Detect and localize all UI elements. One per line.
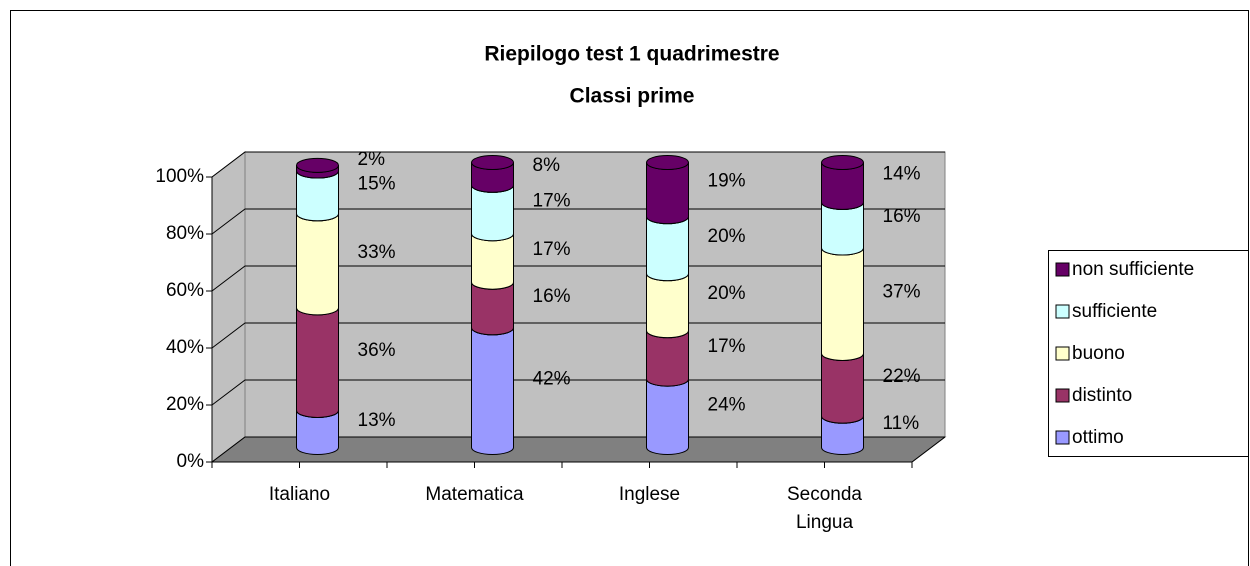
data-label: 20% bbox=[708, 283, 746, 304]
bar-segment bbox=[296, 307, 339, 418]
legend-box bbox=[1048, 250, 1249, 457]
bar-segment-top bbox=[296, 157, 339, 173]
y-tick-label: 80% bbox=[166, 223, 204, 244]
data-label: 22% bbox=[883, 366, 921, 387]
legend-label: buono bbox=[1072, 343, 1125, 364]
x-tick-label: Matematica bbox=[425, 484, 524, 505]
bar-segment bbox=[646, 330, 689, 387]
cylinder-segment bbox=[471, 155, 514, 193]
data-label: 36% bbox=[358, 340, 396, 361]
x-tick-label: Seconda Lingua bbox=[787, 484, 862, 533]
bar-segment bbox=[646, 273, 689, 339]
y-tick-label: 100% bbox=[155, 166, 204, 187]
data-label: 42% bbox=[533, 369, 571, 390]
bar-segment bbox=[646, 162, 689, 225]
data-label: 24% bbox=[708, 394, 746, 415]
grid-line bbox=[211, 265, 945, 292]
bar-segment bbox=[471, 282, 514, 336]
bar-segment-top bbox=[646, 155, 689, 170]
legend-swatch bbox=[1055, 304, 1070, 319]
legend-label: ottimo bbox=[1072, 427, 1124, 448]
data-label: 17% bbox=[533, 191, 571, 212]
data-label: 16% bbox=[533, 286, 571, 307]
data-label: 8% bbox=[533, 155, 561, 176]
bar-segment-top bbox=[821, 155, 864, 170]
chart-title: Riepilogo test 1 quadrimestre bbox=[484, 43, 779, 66]
bar-segment bbox=[821, 202, 864, 256]
legend-label: distinto bbox=[1072, 385, 1132, 406]
legend-swatch bbox=[1055, 388, 1070, 403]
y-tick-label: 60% bbox=[166, 280, 204, 301]
x-tick-label: Inglese bbox=[619, 484, 680, 505]
bar-segment bbox=[471, 327, 514, 455]
data-label: 11% bbox=[883, 413, 920, 434]
bar-segment bbox=[296, 213, 339, 316]
bar-segment bbox=[471, 185, 514, 242]
x-tick-label: Italiano bbox=[269, 484, 330, 505]
data-label: 19% bbox=[708, 171, 746, 192]
bar-segment bbox=[646, 378, 689, 455]
data-label: 17% bbox=[533, 239, 571, 260]
y-tick-label: 0% bbox=[177, 451, 205, 472]
cylinder-segment bbox=[296, 157, 339, 179]
grid-line bbox=[211, 151, 945, 178]
legend-label: sufficiente bbox=[1072, 301, 1157, 322]
data-label: 16% bbox=[883, 206, 921, 227]
grid-line bbox=[211, 208, 945, 235]
y-tick-label: 40% bbox=[166, 337, 204, 358]
cylinder-segment bbox=[471, 320, 514, 455]
cylinder-segment bbox=[821, 155, 864, 210]
legend-label: non sufficiente bbox=[1072, 259, 1194, 280]
cylinder-segment bbox=[646, 155, 689, 225]
x-tick-label-line: Lingua bbox=[796, 512, 853, 533]
bar-segment bbox=[471, 233, 514, 290]
data-label: 20% bbox=[708, 226, 746, 247]
chart-subtitle: Classi prime bbox=[570, 85, 695, 108]
grid-line bbox=[211, 436, 945, 463]
grid-line bbox=[211, 379, 945, 406]
data-label: 17% bbox=[708, 336, 746, 357]
data-label: 14% bbox=[883, 163, 921, 184]
bar-segment bbox=[821, 353, 864, 424]
legend-swatch bbox=[1055, 262, 1070, 277]
bar-segment bbox=[646, 216, 689, 282]
legend-swatch bbox=[1055, 346, 1070, 361]
data-label: 2% bbox=[358, 149, 386, 170]
side-wall bbox=[211, 150, 246, 464]
cylinder-segment bbox=[296, 206, 339, 316]
data-label: 33% bbox=[358, 242, 396, 263]
grid-line bbox=[211, 322, 945, 349]
cylinder-segment bbox=[296, 300, 339, 418]
data-label: 15% bbox=[358, 173, 396, 194]
floor-edge bbox=[911, 436, 946, 463]
x-tick-label-line: Seconda bbox=[787, 484, 862, 505]
legend-swatch bbox=[1055, 430, 1070, 445]
cylinder-segment bbox=[821, 240, 864, 361]
y-tick-label: 20% bbox=[166, 394, 204, 415]
data-label: 13% bbox=[358, 410, 396, 431]
bar-segment bbox=[821, 247, 864, 361]
data-label: 37% bbox=[883, 282, 921, 303]
bar-segment-top bbox=[471, 155, 514, 170]
